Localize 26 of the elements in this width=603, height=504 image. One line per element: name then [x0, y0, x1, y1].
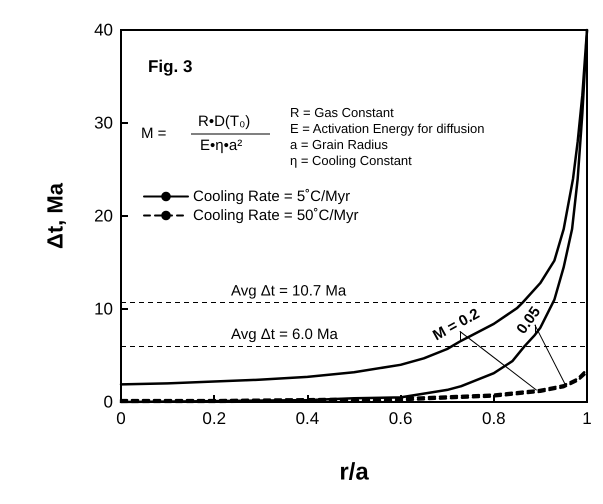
ref-line-label: Avg Δt = 10.7 Ma	[231, 282, 347, 300]
y-tick-label: 40	[94, 20, 113, 40]
annotation: E•η•a²	[200, 137, 242, 154]
annotation: a = Grain Radius	[290, 137, 388, 152]
annotation: M =	[141, 125, 167, 142]
annotation: R = Gas Constant	[290, 105, 394, 120]
y-tick-label: 20	[94, 206, 113, 226]
x-tick-label: 0	[116, 409, 126, 428]
legend-label: Cooling Rate = 50˚C/Myr	[193, 207, 358, 224]
x-tick-label: 0.6	[388, 409, 412, 428]
annotation: R•D(T₀)	[198, 113, 250, 130]
annotation: M = 0.2	[430, 305, 482, 344]
x-tick-label: 0.8	[482, 409, 506, 428]
text: Fig. 3	[148, 57, 192, 76]
ref-line-label: Avg Δt = 6.0 Ma	[231, 326, 339, 344]
annotation: E = Activation Energy for diffusion	[290, 121, 485, 136]
x-tick-label: 0.2	[202, 409, 226, 428]
y-tick-label: 0	[104, 392, 113, 412]
x-axis-title: r/a	[339, 458, 370, 486]
annotation: η = Cooling Constant	[290, 153, 412, 168]
y-tick-label: 10	[94, 300, 113, 318]
legend-label: Cooling Rate = 5˚C/Myr	[193, 188, 350, 205]
y-axis-title: Δt, Ma	[42, 182, 68, 249]
x-tick-label: 0.4	[296, 409, 320, 428]
x-tick-label: 1	[582, 409, 592, 428]
y-tick-label: 30	[94, 114, 113, 132]
